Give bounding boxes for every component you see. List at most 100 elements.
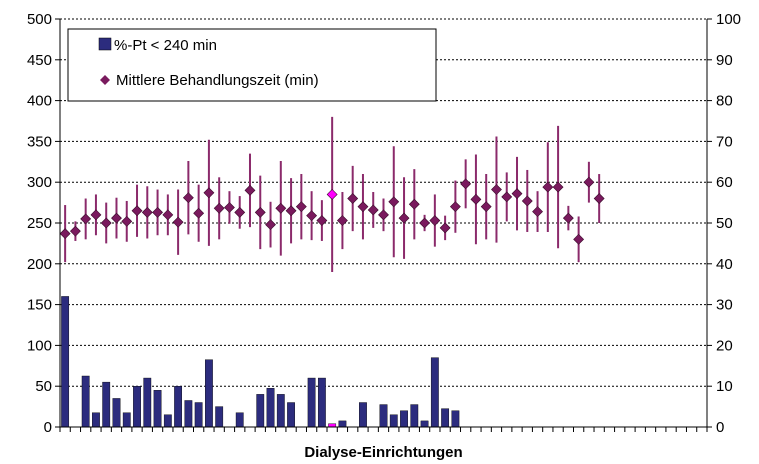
legend-label-bars: %-Pt < 240 min	[114, 37, 217, 54]
left-tick-label: 350	[27, 133, 52, 150]
marker	[491, 184, 502, 195]
marker	[131, 205, 143, 217]
right-tick-labels: 0 10 20 30 40 50 60 70 80 90 100	[716, 11, 741, 436]
right-tick-label: 60	[716, 174, 733, 191]
marker	[562, 212, 574, 224]
bar	[451, 410, 460, 428]
marker	[162, 209, 174, 221]
bar	[276, 394, 285, 428]
right-tick-label: 10	[716, 378, 733, 395]
marker	[542, 181, 554, 193]
marker	[141, 206, 153, 218]
legend: %-Pt < 240 min Mittlere Behandlungszeit …	[67, 28, 437, 102]
marker	[213, 202, 225, 214]
marker	[336, 215, 348, 226]
left-tick-label: 200	[27, 256, 52, 273]
marker	[275, 202, 287, 214]
marker	[552, 181, 564, 193]
marker	[398, 212, 410, 224]
left-tick-label: 250	[27, 215, 52, 232]
right-tick-label: 40	[716, 256, 733, 273]
bar	[153, 390, 162, 428]
bar	[112, 398, 121, 428]
markers	[59, 176, 605, 245]
bar	[441, 408, 450, 428]
bar	[389, 414, 398, 428]
marker	[347, 193, 359, 204]
legend-swatch-bars	[98, 37, 112, 51]
marker	[59, 228, 71, 240]
bar	[420, 420, 429, 428]
marker	[460, 178, 472, 190]
bar	[174, 386, 183, 428]
left-tick-label: 450	[27, 52, 52, 69]
right-tick-label: 30	[716, 297, 733, 314]
right-tick-label: 80	[716, 93, 733, 110]
marker	[408, 198, 420, 210]
marker	[111, 212, 122, 224]
marker	[285, 205, 297, 217]
right-tick-label: 70	[716, 133, 733, 150]
marker	[449, 201, 461, 213]
bar	[194, 402, 203, 428]
bars	[61, 296, 460, 428]
left-tick-label: 150	[27, 297, 52, 314]
marker	[80, 213, 92, 225]
marker	[172, 216, 184, 228]
right-tick-label: 90	[716, 52, 733, 69]
bar	[133, 386, 141, 428]
left-tick-label: 0	[44, 419, 52, 436]
left-tick-labels: 0 50 100 150 200 250 300 350 400 450 500	[27, 11, 52, 436]
bar	[102, 381, 111, 428]
marker	[306, 210, 318, 222]
bar	[379, 404, 388, 428]
marker	[244, 184, 256, 196]
bar	[359, 402, 367, 428]
marker	[152, 206, 163, 218]
bar	[266, 388, 275, 428]
marker	[593, 193, 605, 204]
marker	[480, 201, 492, 213]
left-tick-label: 100	[27, 337, 52, 354]
marker	[100, 217, 112, 229]
bar	[338, 420, 347, 428]
legend-label-markers: Mittlere Behandlungszeit (min)	[116, 72, 319, 89]
marker	[357, 201, 369, 213]
right-tick-label: 20	[716, 337, 733, 354]
marker	[583, 176, 595, 188]
marker	[316, 215, 328, 226]
marker	[573, 233, 585, 245]
left-tick-label: 400	[27, 93, 52, 110]
marker	[254, 206, 266, 218]
left-tick-label: 300	[27, 174, 52, 191]
bar	[184, 400, 193, 428]
marker	[182, 192, 194, 204]
axes	[55, 18, 712, 432]
marker	[378, 209, 389, 221]
bar	[215, 406, 224, 428]
marker	[511, 188, 523, 200]
bar	[256, 394, 265, 428]
bar	[235, 412, 244, 428]
marker	[90, 209, 102, 221]
marker	[234, 206, 246, 218]
marker	[203, 187, 215, 199]
bar	[410, 404, 419, 428]
bar	[430, 357, 439, 428]
marker	[193, 207, 205, 219]
marker	[501, 191, 513, 203]
bar	[122, 412, 131, 428]
bar	[287, 402, 295, 428]
marker	[265, 219, 276, 231]
bar	[307, 377, 316, 428]
marker	[367, 204, 379, 216]
left-tick-label: 50	[35, 378, 52, 395]
bar	[61, 296, 70, 428]
marker	[521, 195, 533, 207]
marker	[295, 201, 307, 213]
left-tick-label: 500	[27, 11, 52, 28]
marker	[429, 215, 441, 226]
bar	[205, 359, 213, 428]
right-tick-label: 0	[716, 419, 724, 436]
